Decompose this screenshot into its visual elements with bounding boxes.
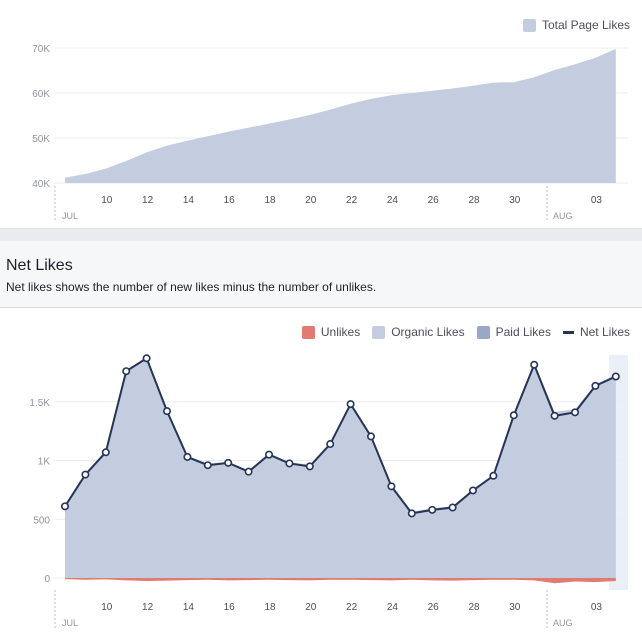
net-likes-point bbox=[428, 505, 437, 514]
net-likes-panel: Unlikes Organic Likes Paid Likes Net Lik… bbox=[0, 308, 642, 636]
net-likes-point bbox=[387, 482, 396, 491]
legend-item-paid-likes[interactable]: Paid Likes bbox=[476, 325, 551, 339]
legend-label: Organic Likes bbox=[391, 325, 465, 339]
month-label-jul: JUL bbox=[62, 618, 78, 628]
section-description: Net likes shows the number of new likes … bbox=[6, 280, 377, 294]
x-tick-label: 16 bbox=[224, 602, 236, 613]
net-likes-point bbox=[489, 471, 498, 480]
organic-likes-area bbox=[65, 357, 616, 578]
x-tick-label: 16 bbox=[224, 195, 236, 206]
legend-swatch bbox=[522, 18, 536, 32]
x-tick-label: 22 bbox=[346, 602, 358, 613]
net-likes-point bbox=[407, 509, 416, 518]
net-likes-point bbox=[530, 360, 539, 369]
month-label-jul: JUL bbox=[62, 211, 78, 221]
total-likes-legend: Total Page Likes bbox=[511, 18, 630, 32]
legend-label: Net Likes bbox=[579, 325, 630, 339]
x-tick-label: 14 bbox=[183, 602, 195, 613]
x-tick-label: 26 bbox=[428, 602, 440, 613]
net-likes-point bbox=[183, 452, 192, 461]
y-tick-label: 60K bbox=[32, 89, 50, 100]
net-likes-header: Net Likes Net likes shows the number of … bbox=[0, 241, 642, 308]
y-tick-label: 1.5K bbox=[29, 398, 50, 409]
net-likes-point bbox=[203, 461, 212, 470]
legend-item-net-likes[interactable]: Net Likes bbox=[562, 325, 630, 339]
net-likes-point bbox=[509, 411, 518, 420]
y-tick-label: 50K bbox=[32, 134, 50, 145]
net-likes-point bbox=[81, 470, 90, 479]
legend-label: Unlikes bbox=[320, 325, 361, 339]
y-tick-label: 40K bbox=[32, 179, 50, 190]
net-likes-point bbox=[285, 459, 294, 468]
net-likes-point bbox=[101, 448, 110, 457]
x-tick-label: 03 bbox=[591, 602, 603, 613]
x-tick-label: 30 bbox=[509, 602, 521, 613]
legend-item-total-page-likes[interactable]: Total Page Likes bbox=[522, 18, 630, 32]
net-likes-point bbox=[550, 411, 559, 420]
month-label-aug: AUG bbox=[553, 211, 573, 221]
x-tick-label: 10 bbox=[101, 602, 113, 613]
legend-line-swatch bbox=[562, 330, 574, 334]
section-title: Net Likes bbox=[6, 257, 73, 274]
x-tick-label: 10 bbox=[101, 195, 113, 206]
x-tick-label: 14 bbox=[183, 195, 195, 206]
net-likes-point bbox=[346, 400, 355, 409]
net-likes-legend: Unlikes Organic Likes Paid Likes Net Lik… bbox=[290, 325, 630, 339]
y-tick-label: 500 bbox=[33, 515, 50, 526]
legend-label: Paid Likes bbox=[495, 325, 551, 339]
x-tick-label: 30 bbox=[509, 195, 521, 206]
net-likes-chart: 0 500 1K 1.5K 10 12 14 16 18 20 22 24 26 28 30 03 JUL AUG bbox=[29, 354, 628, 630]
x-tick-label: 28 bbox=[468, 195, 480, 206]
net-likes-point bbox=[591, 381, 600, 390]
legend-swatch bbox=[301, 325, 315, 339]
net-likes-line bbox=[64, 356, 617, 515]
total-page-likes-panel: Total Page Likes 40K 50K 60K 70K 10 12 14 16 18 2… bbox=[0, 0, 642, 229]
total-page-likes-chart: 40K 50K 60K 70K 10 12 14 16 18 20 22 24 26 28 30 03 JUL A… bbox=[32, 44, 628, 222]
net-likes-point bbox=[264, 450, 273, 459]
month-label-aug: AUG bbox=[553, 618, 573, 628]
x-tick-label: 26 bbox=[428, 195, 440, 206]
x-tick-label: 28 bbox=[468, 602, 480, 613]
x-tick-label: 22 bbox=[346, 195, 358, 206]
x-tick-label: 12 bbox=[142, 195, 154, 206]
x-tick-label: 18 bbox=[264, 602, 276, 613]
net-likes-point bbox=[611, 372, 620, 381]
x-tick-label: 12 bbox=[142, 602, 154, 613]
x-tick-label: 18 bbox=[264, 195, 276, 206]
legend-item-organic-likes[interactable]: Organic Likes bbox=[372, 325, 465, 339]
legend-swatch bbox=[476, 325, 490, 339]
x-tick-label: 24 bbox=[387, 195, 399, 206]
net-likes-point bbox=[326, 440, 335, 449]
y-tick-label: 70K bbox=[32, 44, 50, 55]
x-tick-label: 24 bbox=[387, 602, 399, 613]
x-tick-label: 20 bbox=[305, 195, 317, 206]
net-likes-point bbox=[163, 407, 172, 416]
unlikes-area bbox=[65, 578, 616, 584]
legend-label: Total Page Likes bbox=[541, 18, 630, 32]
net-likes-point bbox=[448, 503, 457, 512]
section-separator bbox=[0, 229, 642, 241]
net-likes-point bbox=[60, 502, 69, 511]
x-tick-label: 03 bbox=[591, 195, 603, 206]
net-likes-point bbox=[244, 467, 253, 476]
net-likes-point bbox=[305, 462, 314, 471]
x-tick-label: 20 bbox=[305, 602, 317, 613]
net-likes-point bbox=[122, 367, 131, 376]
y-tick-label: 1K bbox=[38, 457, 51, 468]
net-likes-point bbox=[366, 432, 375, 441]
y-tick-label: 0 bbox=[44, 574, 50, 585]
net-likes-point bbox=[468, 486, 477, 495]
legend-item-unlikes[interactable]: Unlikes bbox=[301, 325, 361, 339]
net-likes-point bbox=[142, 354, 151, 363]
legend-swatch bbox=[372, 325, 386, 339]
net-likes-point bbox=[224, 458, 233, 467]
total-page-likes-area bbox=[65, 48, 616, 184]
net-likes-point bbox=[570, 408, 579, 417]
